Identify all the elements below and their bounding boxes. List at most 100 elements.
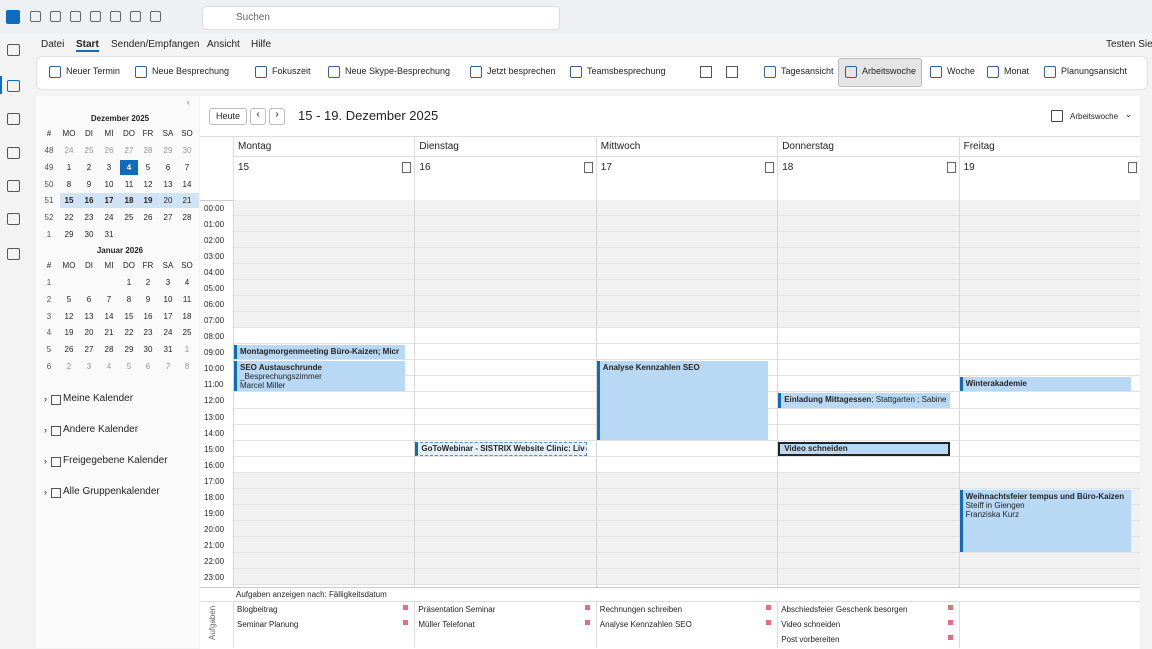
day-cell[interactable]: 2: [145, 278, 151, 287]
today-button[interactable]: Heute: [209, 108, 247, 125]
day-cell[interactable]: 10: [163, 294, 173, 304]
task[interactable]: Abschiedsfeier Geschenk besorgen: [781, 605, 908, 614]
day-cell[interactable]: 6: [165, 162, 171, 172]
day-cell[interactable]: 27: [124, 146, 134, 155]
tasks-header-line[interactable]: [200, 601, 1140, 602]
task[interactable]: Müller Telefonat: [418, 620, 475, 629]
collapse[interactable]: ‹: [187, 98, 190, 107]
event-title[interactable]: Video schneiden: [784, 443, 848, 453]
day-cell[interactable]: 12: [64, 311, 74, 321]
ribbon-button[interactable]: Neue Skype-Besprechung: [345, 66, 451, 76]
menu-tab[interactable]: Ansicht: [207, 39, 240, 50]
day-cell[interactable]: 8: [184, 362, 190, 371]
ribbon-button[interactable]: Monat: [1004, 66, 1030, 76]
task-flag[interactable]: [766, 605, 772, 610]
next[interactable]: ›: [269, 108, 285, 125]
task[interactable]: Video schneiden: [781, 620, 841, 629]
event-block[interactable]: [415, 441, 587, 456]
folder-checkbox[interactable]: [51, 426, 61, 436]
day-cell[interactable]: 16: [84, 196, 94, 206]
day-cell[interactable]: 4: [106, 362, 112, 371]
ribbon-button[interactable]: Planungsansicht: [1061, 66, 1128, 76]
day-cell[interactable]: 1: [184, 345, 190, 355]
day-cell[interactable]: 25: [182, 328, 192, 338]
day-cell[interactable]: 30: [182, 146, 192, 155]
day-cell[interactable]: 21: [104, 328, 114, 338]
day-cell[interactable]: 13: [163, 179, 173, 189]
task-flag[interactable]: [403, 605, 409, 610]
event-line[interactable]: Franziska Kurz: [965, 509, 1019, 519]
task-flag[interactable]: [947, 635, 953, 640]
tasks-divider[interactable]: [233, 601, 234, 648]
ribbon-button[interactable]: Neue Besprechung: [152, 66, 230, 76]
day-cell[interactable]: 26: [64, 345, 74, 355]
folder[interactable]: Andere Kalender: [63, 424, 139, 435]
day-cell[interactable]: 27: [84, 345, 94, 355]
task[interactable]: Präsentation Seminar: [418, 605, 496, 614]
task[interactable]: Rechnungen schreiben: [599, 605, 683, 614]
day-cell[interactable]: 2: [86, 162, 92, 172]
day-cell[interactable]: 5: [126, 362, 132, 371]
day-cell[interactable]: 18: [182, 311, 192, 321]
day-cell[interactable]: 3: [165, 278, 171, 287]
tasks-divider[interactable]: [595, 601, 597, 648]
day-cell[interactable]: 10: [104, 179, 114, 189]
day-cell[interactable]: 17: [163, 311, 173, 321]
day-cell[interactable]: 3: [106, 162, 112, 172]
ribbon-button[interactable]: Neuer Termin: [66, 66, 120, 76]
day-cell[interactable]: 26: [104, 146, 114, 155]
task-flag[interactable]: [766, 620, 772, 625]
day-cell[interactable]: 29: [124, 345, 134, 355]
day-cell[interactable]: 21: [182, 196, 192, 206]
day-cell[interactable]: 14: [182, 179, 192, 189]
day-cell[interactable]: 31: [104, 230, 114, 239]
ribbon-button[interactable]: Fokuszeit: [272, 66, 311, 76]
event-title[interactable]: SEO Austauschrunde: [240, 363, 322, 373]
prev[interactable]: ‹: [250, 108, 266, 125]
ribbon-button[interactable]: Tagesansicht: [781, 66, 834, 76]
folder-expand[interactable]: ›: [44, 425, 47, 435]
menu-tab[interactable]: Start: [76, 39, 99, 52]
day-cell[interactable]: 5: [145, 162, 151, 172]
task-flag[interactable]: [947, 605, 953, 610]
day-cell[interactable]: 16: [143, 311, 153, 321]
day-cell[interactable]: 17: [104, 196, 114, 206]
day-cell[interactable]: 29: [64, 230, 74, 239]
task-flag[interactable]: [584, 605, 590, 610]
day-cell[interactable]: 20: [84, 328, 94, 338]
folder-checkbox[interactable]: [51, 488, 61, 498]
task-flag[interactable]: [584, 620, 590, 625]
task[interactable]: Seminar Planung: [237, 620, 299, 629]
event-title[interactable]: Winterakademie: [965, 379, 1027, 389]
ribbon-button[interactable]: Woche: [947, 66, 975, 76]
day-cell[interactable]: 26: [143, 213, 153, 223]
day-cell[interactable]: 28: [182, 213, 192, 223]
event-title[interactable]: Analyse Kennzahlen SEO: [602, 363, 700, 373]
folder-expand[interactable]: ›: [44, 487, 47, 497]
event-line[interactable]: _Besprechungszimmer: [240, 372, 322, 382]
task[interactable]: Blogbeitrag: [237, 605, 278, 614]
task[interactable]: Analyse Kennzahlen SEO: [599, 620, 692, 629]
task-flag[interactable]: [947, 620, 953, 625]
event-title[interactable]: GoToWebinar - SISTRIX Website Clinic: Li…: [421, 443, 585, 453]
event-block[interactable]: [234, 361, 406, 392]
ribbon-icon-button[interactable]: [700, 66, 712, 78]
day-cell[interactable]: 8: [66, 179, 72, 189]
day-cell[interactable]: 6: [145, 362, 151, 371]
day-cell[interactable]: 11: [124, 179, 134, 189]
menu-tab[interactable]: Senden/Empfangen: [111, 39, 200, 50]
day-cell[interactable]: 4: [184, 278, 190, 287]
folder[interactable]: Freigegebene Kalender: [63, 455, 168, 466]
day-cell[interactable]: 2: [66, 362, 72, 371]
folder-expand[interactable]: ›: [44, 456, 47, 466]
day-cell[interactable]: 5: [66, 294, 72, 304]
day-cell[interactable]: 3: [86, 362, 92, 371]
day-cell[interactable]: 24: [64, 146, 74, 155]
tasks-divider[interactable]: [777, 601, 779, 648]
day-cell[interactable]: 19: [143, 196, 153, 206]
day-cell[interactable]: 22: [64, 213, 74, 223]
day-cell[interactable]: 23: [84, 213, 94, 223]
day-cell[interactable]: 6: [86, 294, 92, 304]
event-line[interactable]: Steiff in Giengen: [965, 500, 1025, 510]
day-cell[interactable]: 25: [124, 213, 134, 223]
